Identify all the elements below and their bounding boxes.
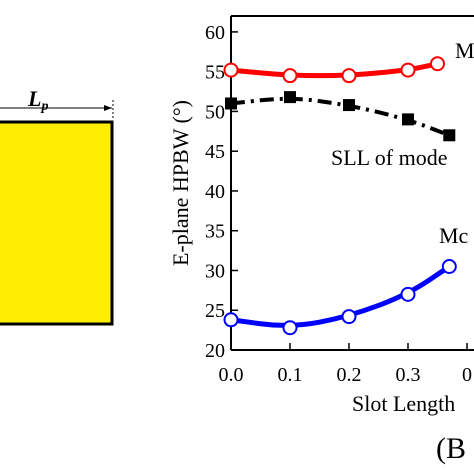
annotation-sll: SLL of mode	[331, 145, 448, 170]
x-tick-label: 0	[462, 364, 472, 386]
x-ticks: 0.0 0.1 0.2 0.3 0	[219, 343, 472, 386]
dimension-label: Lp	[27, 86, 48, 114]
data-point	[341, 309, 357, 325]
data-point	[430, 56, 445, 72]
data-point	[223, 312, 239, 328]
x-tick-label: 0.2	[337, 364, 362, 386]
data-point	[343, 99, 355, 112]
data-point	[282, 320, 298, 336]
y-tick-label: 35	[205, 221, 225, 243]
y-tick-label: 30	[205, 260, 225, 282]
data-point	[223, 62, 239, 78]
annotation-top: M	[455, 38, 474, 63]
series-line	[230, 264, 451, 328]
data-point	[225, 97, 237, 110]
data-point	[282, 68, 298, 84]
y-tick-label: 50	[205, 101, 225, 123]
series-layer	[223, 56, 457, 336]
data-point	[400, 62, 416, 78]
series-line	[230, 96, 451, 138]
data-point	[341, 68, 357, 84]
y-tick-label: 45	[205, 141, 225, 163]
y-tick-label: 60	[205, 22, 225, 44]
data-point	[402, 113, 414, 126]
y-tick-label: 40	[205, 181, 225, 203]
x-axis-title: Slot Length	[352, 391, 455, 416]
y-axis-title: E-plane HPBW (°)	[168, 100, 193, 266]
annotation-bottom: Mc	[439, 223, 469, 248]
left-panel: Lp	[0, 86, 114, 326]
panel-label: (B	[436, 432, 466, 465]
x-tick-label: 0.0	[219, 364, 244, 386]
x-tick-label: 0.3	[396, 364, 421, 386]
x-tick-label: 0.1	[278, 364, 303, 386]
data-point	[400, 286, 416, 302]
data-point	[441, 259, 457, 274]
y-tick-label: 25	[205, 300, 225, 322]
patch-rectangle	[0, 120, 114, 326]
y-ticks: 20 25 30 35 40 45 50 55 60	[205, 22, 238, 362]
data-point	[443, 129, 456, 142]
data-point	[284, 91, 296, 104]
dimension-arrowhead	[104, 105, 112, 111]
y-tick-label: 20	[205, 340, 225, 362]
y-tick-label: 55	[205, 62, 225, 84]
